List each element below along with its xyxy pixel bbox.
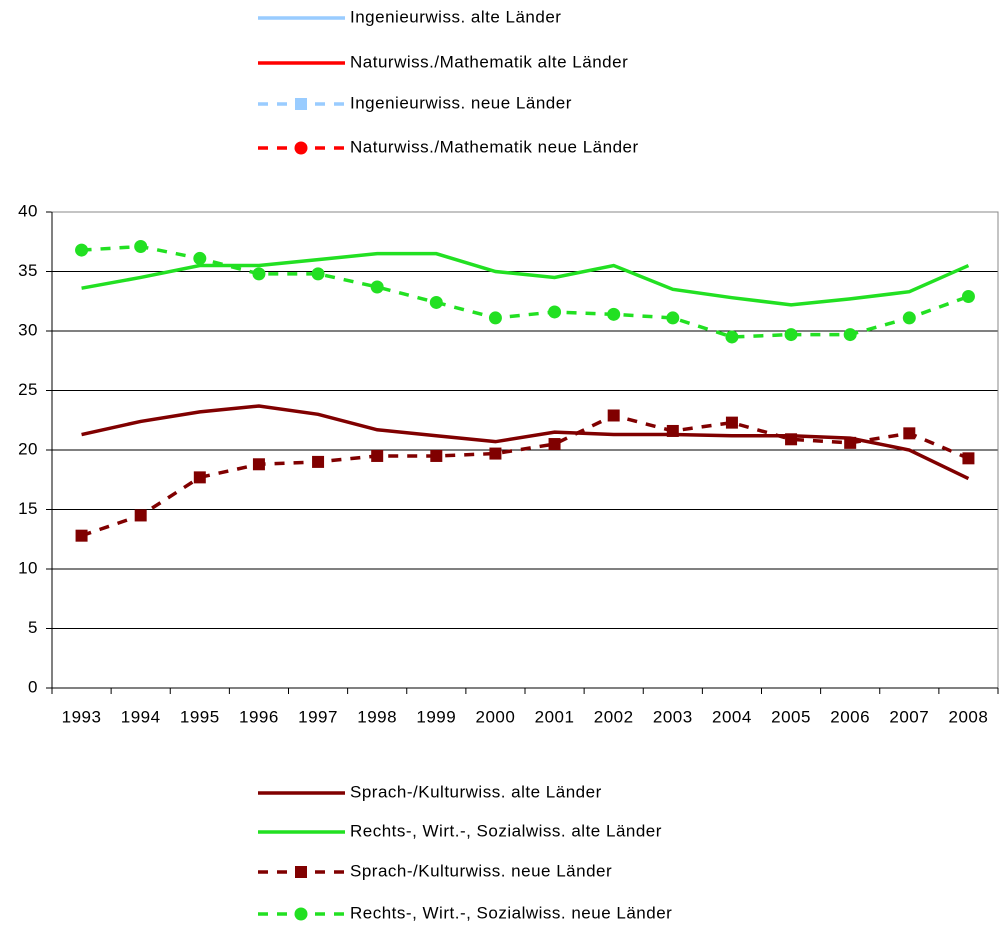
legend-marker (295, 866, 307, 878)
marker (843, 328, 857, 342)
legend-marker (294, 907, 308, 921)
y-tick-label: 30 (18, 320, 38, 339)
marker (134, 240, 148, 254)
marker (311, 267, 325, 281)
x-tick-label: 2008 (949, 707, 989, 726)
x-tick-label: 2006 (830, 707, 870, 726)
marker (607, 307, 621, 321)
marker (370, 280, 384, 294)
marker (725, 330, 739, 344)
x-tick-label: 1998 (357, 707, 397, 726)
legend-label: Sprach-/Kulturwiss. neue Länder (350, 861, 612, 880)
marker (784, 328, 798, 342)
legend-label: Ingenieurwiss. neue Länder (350, 93, 572, 112)
marker (902, 311, 916, 325)
marker (962, 452, 975, 465)
marker (903, 427, 916, 440)
line (81, 404, 970, 481)
y-tick-label: 25 (18, 380, 38, 399)
marker (548, 305, 562, 319)
x-tick-label: 2000 (476, 707, 516, 726)
marker (75, 243, 89, 257)
marker (489, 447, 502, 460)
y-tick-label: 35 (18, 261, 38, 280)
marker (844, 436, 857, 449)
x-tick-label: 2001 (535, 707, 575, 726)
x-tick-label: 1999 (416, 707, 456, 726)
y-tick-label: 10 (18, 558, 38, 577)
x-tick-label: 1996 (239, 707, 279, 726)
x-tick-label: 2007 (889, 707, 929, 726)
legend-label: Rechts-, Wirt.-, Sozialwiss. alte Länder (350, 821, 662, 840)
line (81, 251, 970, 307)
x-tick-label: 1993 (62, 707, 102, 726)
x-tick-label: 1997 (298, 707, 338, 726)
y-tick-label: 15 (18, 499, 38, 518)
x-tick-label: 2002 (594, 707, 634, 726)
legend-label: Sprach-/Kulturwiss. alte Länder (350, 782, 602, 801)
marker (785, 433, 798, 446)
marker (607, 409, 620, 422)
marker (252, 267, 266, 281)
marker (193, 251, 207, 265)
marker (488, 311, 502, 325)
marker (548, 438, 561, 451)
x-tick-label: 2003 (653, 707, 693, 726)
x-tick-label: 1994 (121, 707, 161, 726)
x-tick-label: 2004 (712, 707, 752, 726)
marker (725, 416, 738, 429)
marker (429, 295, 443, 309)
marker (312, 455, 325, 468)
marker (371, 449, 384, 462)
marker (666, 424, 679, 437)
legend-marker (294, 141, 308, 155)
y-tick-label: 0 (28, 677, 38, 696)
y-tick-label: 5 (28, 618, 38, 637)
marker (193, 471, 206, 484)
y-tick-label: 20 (18, 439, 38, 458)
y-tick-label: 40 (18, 201, 38, 220)
marker (75, 529, 88, 542)
legend-label: Naturwiss./Mathematik neue Länder (350, 137, 639, 156)
line (80, 413, 970, 538)
legend-label: Rechts-, Wirt.-, Sozialwiss. neue Länder (350, 903, 672, 922)
marker (666, 311, 680, 325)
x-tick-label: 2005 (771, 707, 811, 726)
marker (430, 449, 443, 462)
marker (134, 509, 147, 522)
line (81, 244, 970, 339)
legend-label: Ingenieurwiss. alte Länder (350, 7, 561, 26)
x-tick-label: 1995 (180, 707, 220, 726)
legend-marker (295, 98, 307, 110)
marker (252, 458, 265, 471)
legend-label: Naturwiss./Mathematik alte Länder (350, 52, 628, 71)
marker (961, 289, 975, 303)
